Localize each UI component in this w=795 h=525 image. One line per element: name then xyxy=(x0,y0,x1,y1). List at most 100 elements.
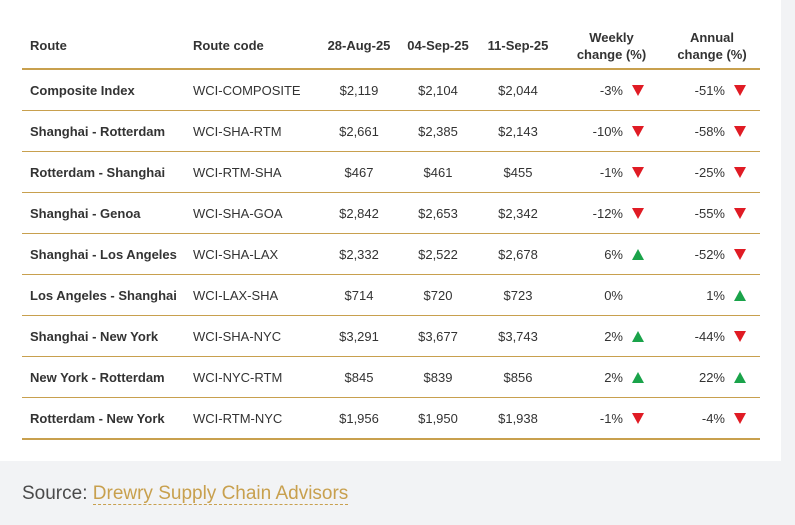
annual-change-wrap: 1% xyxy=(706,288,760,303)
rate-date-3: $723 xyxy=(477,274,559,316)
table-row: Shanghai - Genoa WCI-SHA-GOA $2,842 $2,653 $… xyxy=(22,192,760,234)
route-name: Shanghai - New York xyxy=(22,315,193,357)
rate-date-1: $845 xyxy=(319,356,399,398)
header-weekly-line2: change (%) xyxy=(576,46,647,62)
rate-date-2: $2,522 xyxy=(399,233,477,275)
source-link[interactable]: Drewry Supply Chain Advisors xyxy=(92,483,349,505)
header-route-code: Route code xyxy=(193,23,319,70)
rate-date-2: $3,677 xyxy=(399,315,477,357)
annual-change-value: -52% xyxy=(694,246,725,262)
arrow-down-icon xyxy=(632,84,644,96)
rate-date-3: $2,143 xyxy=(477,110,559,152)
rate-date-1: $2,661 xyxy=(319,110,399,152)
annual-change: -51% xyxy=(658,69,760,111)
arrow-down-icon xyxy=(734,166,746,178)
rate-date-2: $2,104 xyxy=(399,69,477,111)
annual-change: -4% xyxy=(658,397,760,440)
table-row: Rotterdam - Shanghai WCI-RTM-SHA $467 $461 $… xyxy=(22,151,760,193)
arrow-down-icon xyxy=(632,412,644,424)
rate-date-1: $3,291 xyxy=(319,315,399,357)
route-code: WCI-NYC-RTM xyxy=(193,356,319,398)
annual-change-wrap: -25% xyxy=(695,165,760,180)
weekly-change-wrap: -1% xyxy=(600,165,658,180)
rate-date-2: $1,950 xyxy=(399,397,477,440)
route-name: Rotterdam - Shanghai xyxy=(22,151,193,193)
annual-change-wrap: -52% xyxy=(695,247,760,262)
weekly-change-value: 2% xyxy=(604,369,623,385)
route-code: WCI-SHA-LAX xyxy=(193,233,319,275)
weekly-change-wrap: -12% xyxy=(593,206,658,221)
weekly-change-value: -3% xyxy=(599,82,623,98)
annual-change-wrap: -4% xyxy=(702,411,760,426)
route-name: Composite Index xyxy=(22,69,193,111)
route-name: Los Angeles - Shanghai xyxy=(22,274,193,316)
annual-change: 1% xyxy=(658,274,760,316)
rate-date-1: $1,956 xyxy=(319,397,399,440)
arrow-up-icon xyxy=(734,371,746,383)
weekly-change-wrap: -3% xyxy=(600,83,658,98)
weekly-change-value: -1% xyxy=(599,164,623,180)
arrow-down-icon xyxy=(734,248,746,260)
route-name: Shanghai - Los Angeles xyxy=(22,233,193,275)
table-row: Los Angeles - Shanghai WCI-LAX-SHA $714 $72… xyxy=(22,274,760,316)
annual-change-value: -44% xyxy=(694,328,725,344)
header-weekly-line1: Weekly xyxy=(589,29,634,45)
route-code: WCI-RTM-NYC xyxy=(193,397,319,440)
weekly-change: -3% xyxy=(559,69,658,111)
header-weekly-change: Weekly change (%) xyxy=(559,23,658,70)
route-name: New York - Rotterdam xyxy=(22,356,193,398)
annual-change: 22% xyxy=(658,356,760,398)
header-annual-change: Annual change (%) xyxy=(658,23,760,70)
rate-date-1: $714 xyxy=(319,274,399,316)
source-note: Source: Drewry Supply Chain Advisors xyxy=(22,483,349,505)
annual-change-value: 1% xyxy=(706,287,725,303)
weekly-change-wrap: -1% xyxy=(600,411,658,426)
header-route: Route xyxy=(22,23,193,70)
annual-change-wrap: -51% xyxy=(695,83,760,98)
table-row: Shanghai - Los Angeles WCI-SHA-LAX $2,332 $… xyxy=(22,233,760,275)
table-row: Rotterdam - New York WCI-RTM-NYC $1,956 $1,… xyxy=(22,397,760,440)
header-date-2: 04-Sep-25 xyxy=(399,23,477,70)
weekly-change-wrap: 2% xyxy=(604,370,658,385)
weekly-change: 0% xyxy=(559,274,658,316)
annual-change: -25% xyxy=(658,151,760,193)
weekly-change: -12% xyxy=(559,192,658,234)
weekly-change: -1% xyxy=(559,151,658,193)
annual-change-value: -51% xyxy=(694,82,725,98)
weekly-change-wrap: -10% xyxy=(593,124,658,139)
weekly-change: -10% xyxy=(559,110,658,152)
annual-change-value: -4% xyxy=(701,410,725,426)
rate-date-3: $2,044 xyxy=(477,69,559,111)
route-name: Rotterdam - New York xyxy=(22,397,193,440)
table-row: Shanghai - Rotterdam WCI-SHA-RTM $2,661 $2,… xyxy=(22,110,760,152)
annual-change-wrap: -44% xyxy=(695,329,760,344)
annual-change-value: -55% xyxy=(694,205,725,221)
arrow-down-icon xyxy=(734,125,746,137)
annual-change: -55% xyxy=(658,192,760,234)
table-row: Composite Index WCI-COMPOSITE $2,119 $2,104… xyxy=(22,69,760,111)
arrow-down-icon xyxy=(734,84,746,96)
route-code: WCI-RTM-SHA xyxy=(193,151,319,193)
arrow-down-icon xyxy=(734,330,746,342)
rate-date-2: $720 xyxy=(399,274,477,316)
annual-change: -52% xyxy=(658,233,760,275)
rate-date-1: $467 xyxy=(319,151,399,193)
table-row: Shanghai - New York WCI-SHA-NYC $3,291 $3,6… xyxy=(22,315,760,357)
arrow-up-icon xyxy=(632,248,644,260)
weekly-change-value: 0% xyxy=(604,287,623,303)
arrow-down-icon xyxy=(734,207,746,219)
weekly-change-value: -10% xyxy=(592,123,623,139)
route-code: WCI-COMPOSITE xyxy=(193,69,319,111)
source-prefix: Source: xyxy=(22,483,93,504)
arrow-down-icon xyxy=(632,166,644,178)
arrow-up-icon xyxy=(632,371,644,383)
weekly-change: 2% xyxy=(559,315,658,357)
route-code: WCI-SHA-NYC xyxy=(193,315,319,357)
header-date-3: 11-Sep-25 xyxy=(477,23,559,70)
header-annual-line1: Annual xyxy=(689,29,735,45)
arrow-up-icon xyxy=(734,289,746,301)
rate-date-1: $2,332 xyxy=(319,233,399,275)
route-code: WCI-LAX-SHA xyxy=(193,274,319,316)
header-date-1: 28-Aug-25 xyxy=(319,23,399,70)
weekly-change: 6% xyxy=(559,233,658,275)
